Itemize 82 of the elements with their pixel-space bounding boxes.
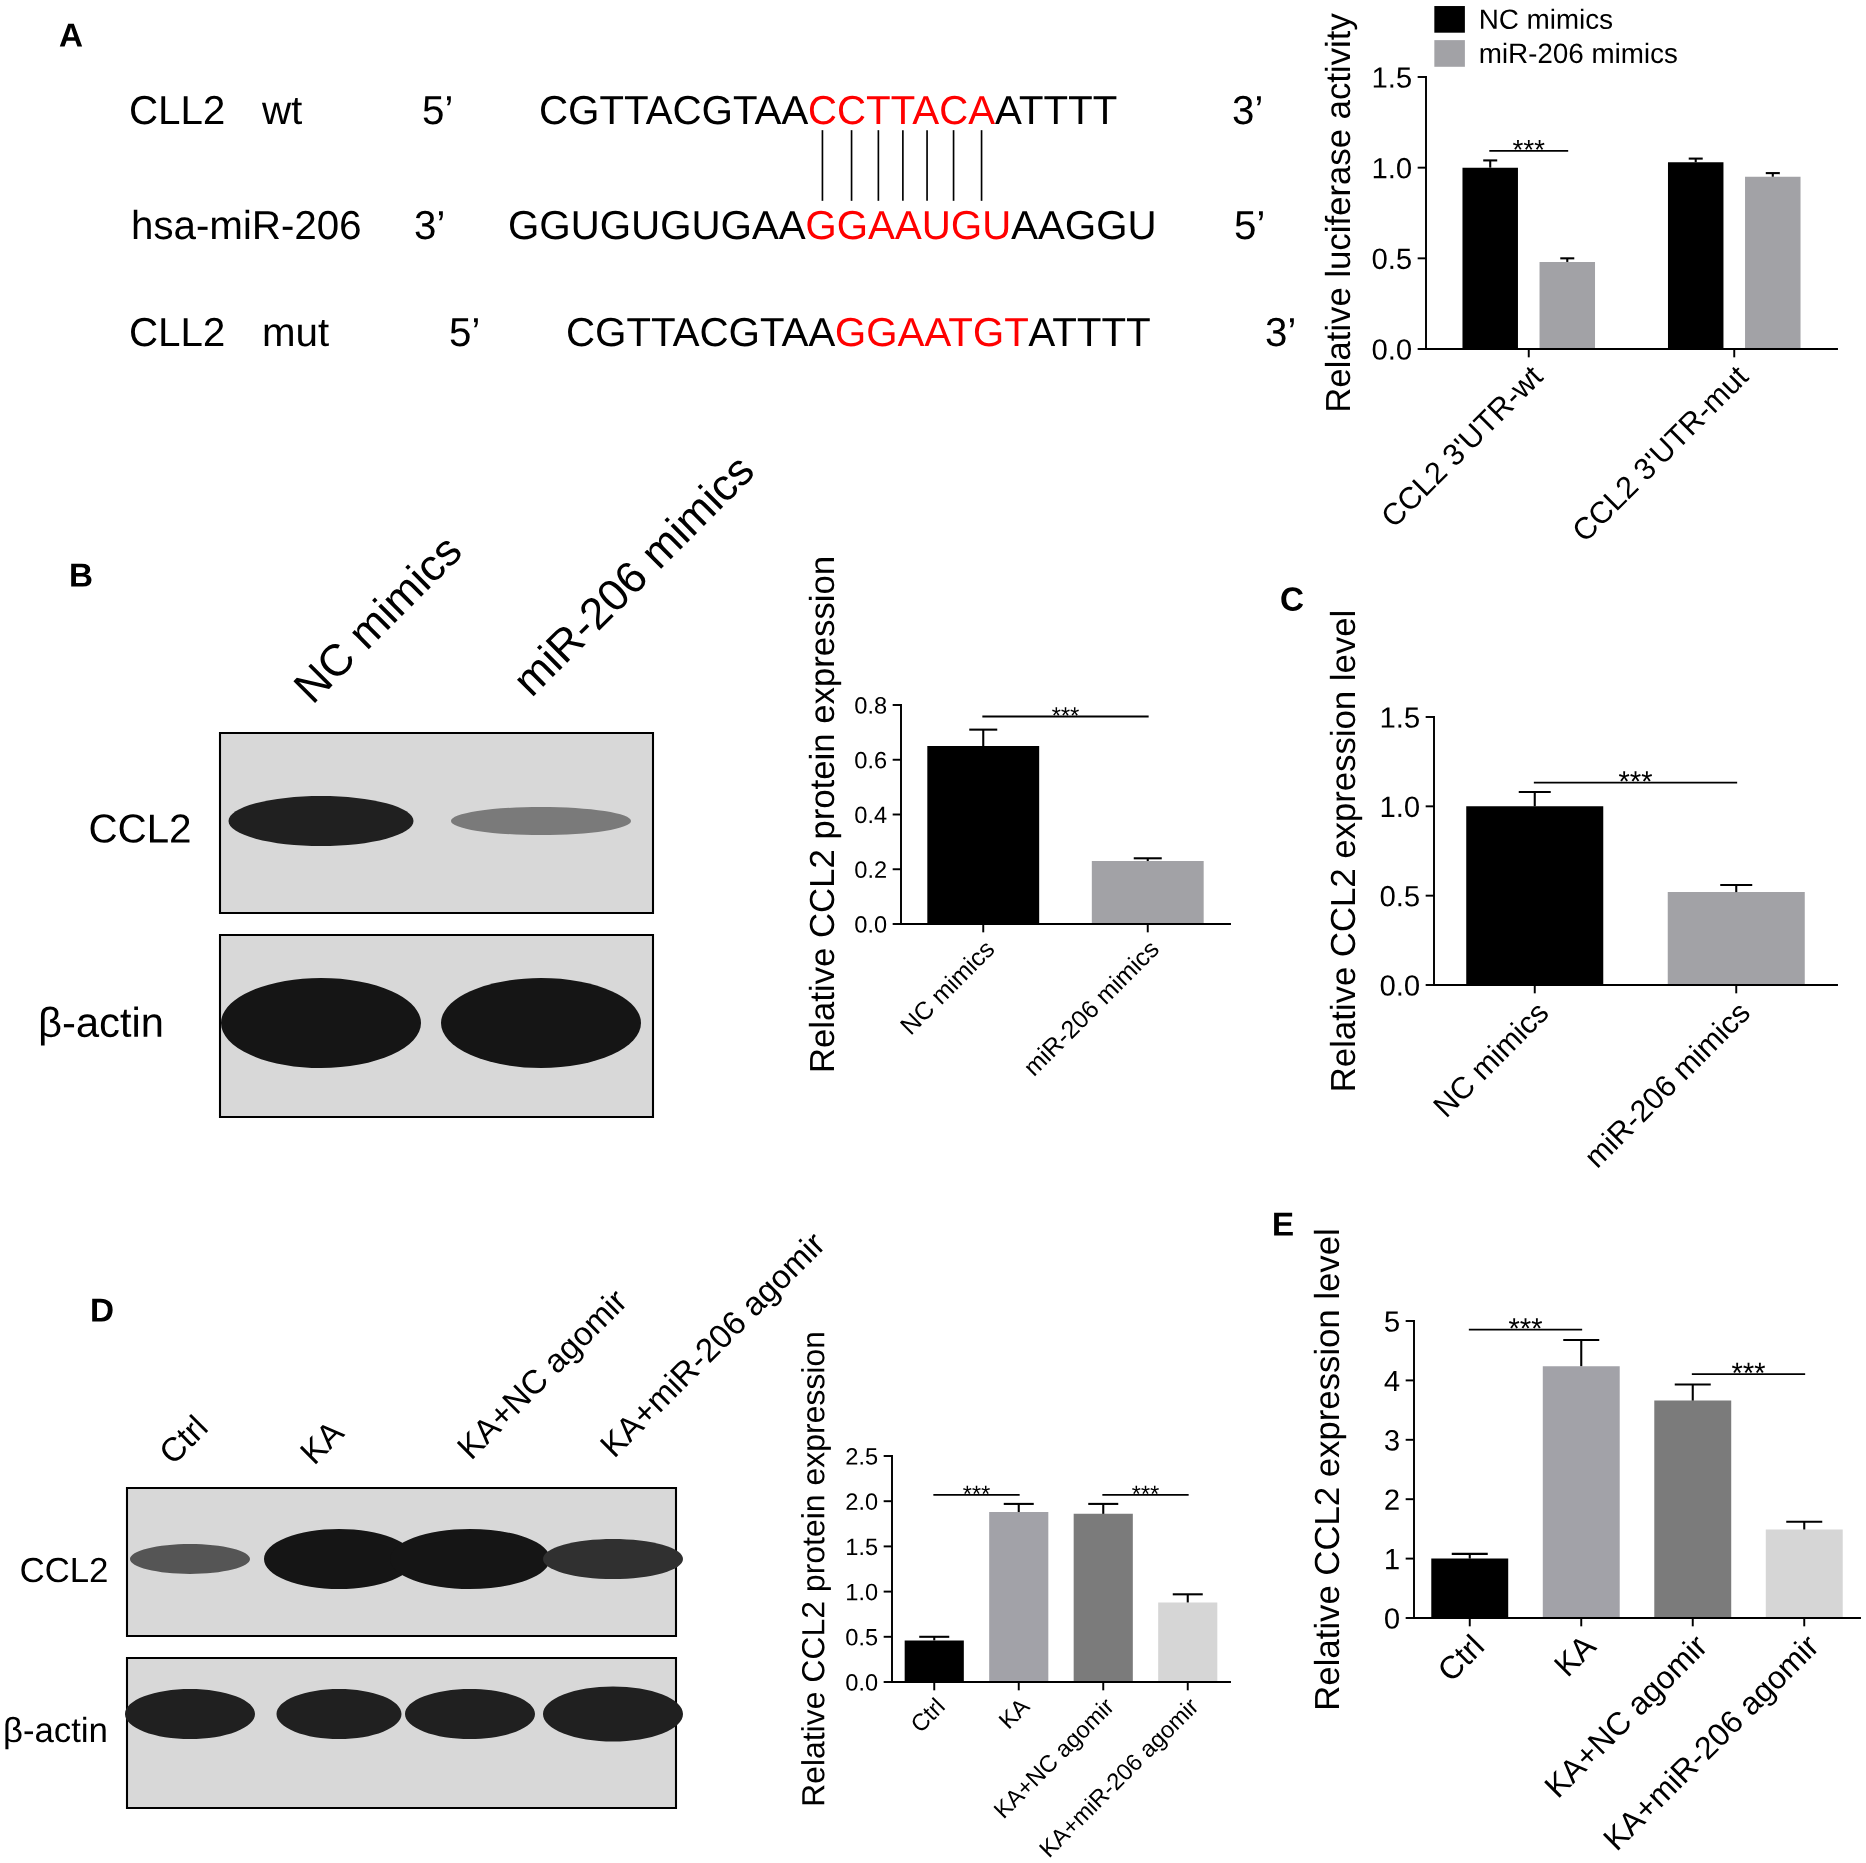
annotation: *** <box>1508 1318 1543 1329</box>
text: GGAAUGU <box>807 210 1009 240</box>
text: wt <box>261 97 302 125</box>
text: CCTTACA <box>809 95 996 125</box>
text: CGTTACGTAA <box>568 317 836 347</box>
text: A <box>59 23 83 47</box>
text: CLL2 <box>131 317 224 347</box>
y-tick-label: 0.4 <box>855 806 887 824</box>
y-tick-label: 0.0 <box>846 1674 878 1691</box>
text: Ctrl <box>157 1413 209 1466</box>
text: β-actin <box>40 1006 162 1046</box>
text: 5’ <box>423 96 451 125</box>
y-tick-label: 0.8 <box>855 697 887 714</box>
text: 5’ <box>450 318 478 347</box>
bar <box>1158 1602 1218 1682</box>
annotation: *** <box>1618 771 1653 782</box>
text: GGAATGT <box>836 317 1028 347</box>
text: 3’ <box>1266 317 1294 347</box>
annotation: *** <box>1512 140 1545 150</box>
text: hsa-miR-206 <box>133 209 360 240</box>
x-tick-label: KA <box>998 1696 1031 1729</box>
y-tick-label: 1 <box>1386 1549 1399 1570</box>
y-tick-label: 0.6 <box>855 751 887 769</box>
bar <box>1745 176 1801 349</box>
y-axis-title: Relative luciferase activity <box>1324 13 1358 410</box>
y-tick-label: 5 <box>1385 1311 1399 1332</box>
y-tick-label: 1.0 <box>847 1583 878 1601</box>
y-tick-label: 0.5 <box>1380 885 1419 907</box>
text: B <box>71 563 92 587</box>
y-tick-label: 4 <box>1384 1370 1400 1391</box>
text: mut <box>264 319 329 347</box>
bar <box>989 1512 1049 1682</box>
y-axis-title: Relative CCL2 expression level <box>1313 1230 1347 1708</box>
text: ATTTT <box>1028 318 1150 346</box>
x-tick-label: KA <box>1553 1632 1598 1677</box>
legend-label: NC mimics <box>1481 8 1613 30</box>
y-axis-title: Relative CCL2 expression level <box>1329 612 1363 1090</box>
y-tick-label: 1.0 <box>1373 157 1411 179</box>
y-tick-label: 0.0 <box>1372 339 1411 360</box>
text: 3’ <box>415 210 443 240</box>
y-tick-label: 2 <box>1385 1489 1399 1510</box>
annotation: *** <box>1052 707 1079 716</box>
y-tick-label: 1.5 <box>1381 707 1419 728</box>
text: CLL2 <box>131 95 224 125</box>
y-tick-label: 0 <box>1385 1608 1399 1629</box>
text: CCL2 <box>90 814 190 843</box>
text: CGTTACGTAA <box>541 95 809 125</box>
text: AAGGU <box>1011 210 1154 240</box>
y-tick-label: 2.0 <box>846 1493 878 1510</box>
y-tick-label: 1.0 <box>1381 796 1419 818</box>
chart-title: E <box>1274 1212 1293 1236</box>
annotation: *** <box>1731 1362 1766 1374</box>
bar <box>1073 1513 1133 1682</box>
text: 3’ <box>1233 95 1261 125</box>
text: ATTTT <box>995 96 1117 124</box>
y-tick-label: 0.0 <box>855 916 887 933</box>
y-tick-label: 0.2 <box>855 861 886 879</box>
x-tick-label: Ctrl <box>909 1697 946 1734</box>
y-tick-label: 0.5 <box>846 1628 878 1646</box>
y-axis-title: Relative CCL2 protein expression <box>808 558 842 1071</box>
chart-title: C <box>1281 587 1304 611</box>
text: 5’ <box>1235 211 1263 240</box>
text: KA <box>299 1418 346 1465</box>
y-tick-label: 2.5 <box>846 1448 878 1465</box>
bar <box>1765 1529 1843 1618</box>
text: D <box>92 1298 113 1322</box>
bar <box>1539 261 1596 349</box>
y-axis-title: Relative CCL2 protein expression <box>801 1333 831 1805</box>
y-tick-label: 1.5 <box>847 1538 878 1556</box>
bar <box>1542 1366 1620 1618</box>
x-tick-label: Ctrl <box>1435 1633 1485 1683</box>
y-tick-label: 1.5 <box>1373 67 1411 88</box>
annotation: *** <box>963 1485 990 1494</box>
text: GGUGUGUGAA <box>510 210 806 240</box>
legend-label: miR-206 mimics <box>1480 42 1677 64</box>
y-tick-label: 3 <box>1385 1430 1399 1451</box>
y-tick-label: 0.0 <box>1380 975 1419 996</box>
annotation: *** <box>1132 1485 1159 1494</box>
text: β-actin <box>5 1716 106 1750</box>
bar <box>1654 1400 1732 1618</box>
y-tick-label: 0.5 <box>1372 248 1411 270</box>
text: CCL2 <box>21 1557 107 1583</box>
